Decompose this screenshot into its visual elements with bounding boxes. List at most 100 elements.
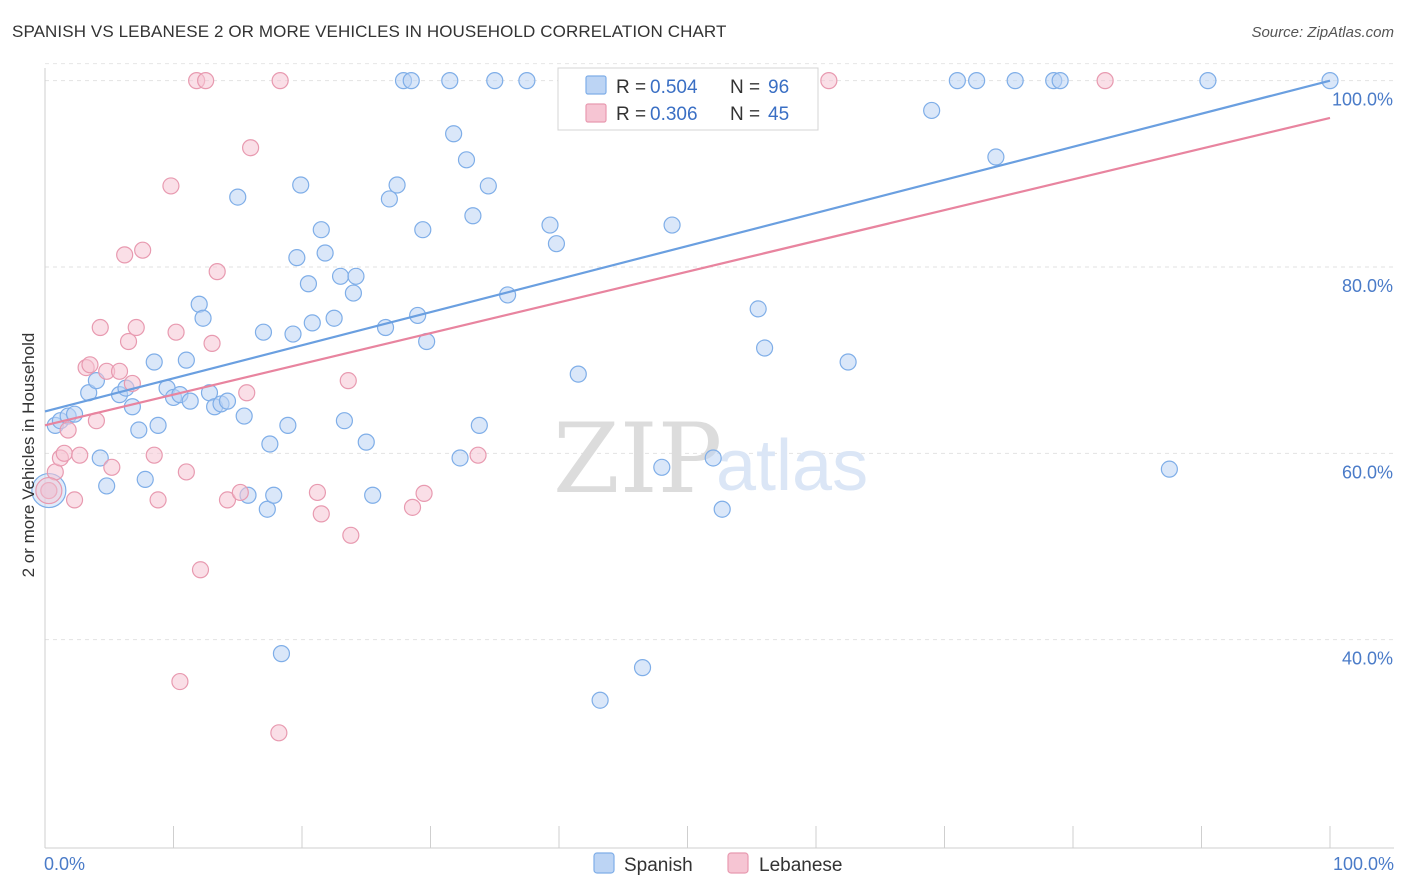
spanish-point-66 — [499, 286, 517, 304]
spanish-point-82 — [755, 339, 774, 357]
lebanese-point-20 — [149, 491, 167, 509]
lebanese-point-37 — [312, 505, 330, 523]
bottom-legend-swatch-lebanese — [727, 852, 749, 874]
spanish-point-46 — [344, 284, 362, 302]
legend-n-value-spanish: 96 — [768, 77, 789, 98]
lebanese-point-27 — [197, 72, 215, 90]
lebanese-point-15 — [119, 332, 138, 351]
lebanese-point-38 — [339, 372, 357, 390]
lebanese-points — [35, 72, 1114, 742]
spanish-point-35 — [279, 416, 297, 434]
lebanese-point-6 — [71, 446, 89, 464]
spanish-point-32 — [261, 435, 279, 453]
lebanese-point-41 — [415, 484, 433, 502]
spanish-point-51 — [380, 190, 398, 208]
spanish-point-67 — [518, 72, 536, 90]
lebanese-point-21 — [162, 177, 180, 195]
y-axis-title: 2 or more Vehicles in Household — [19, 333, 38, 578]
lebanese-point-5 — [65, 491, 84, 509]
spanish-point-93 — [1199, 72, 1217, 90]
lebanese-point-34 — [270, 724, 288, 742]
spanish-point-71 — [591, 691, 609, 709]
lebanese-point-22 — [167, 323, 185, 341]
spanish-point-63 — [470, 416, 488, 434]
bottom-legend-label-spanish: Spanish — [624, 855, 693, 876]
spanish-point-26 — [218, 392, 237, 410]
top-legend: R = 0.504 N = 96 R = 0.306 N = 45 — [557, 67, 819, 131]
spanish-point-45 — [335, 412, 354, 430]
chart-title: SPANISH VS LEBANESE 2 OR MORE VEHICLES I… — [12, 22, 727, 41]
lebanese-point-18 — [134, 241, 152, 259]
lebanese-point-39 — [342, 526, 360, 544]
lebanese-cluster-point — [35, 476, 63, 505]
spanish-point-7 — [91, 449, 109, 467]
spanish-point-64 — [479, 177, 497, 195]
lebanese-point-17 — [127, 318, 145, 337]
lebanese-point-40 — [403, 498, 422, 516]
spanish-point-84 — [839, 353, 857, 371]
spanish-point-81 — [749, 300, 767, 318]
spanish-point-86 — [948, 72, 966, 90]
spanish-point-52 — [388, 176, 406, 194]
legend-r-value-spanish: 0.504 — [650, 77, 698, 98]
spanish-point-74 — [633, 659, 652, 677]
lebanese-point-8 — [81, 356, 99, 374]
legend-r-label-lebanese: R = — [616, 104, 646, 125]
lebanese-point-32 — [238, 384, 256, 402]
spanish-point-76 — [653, 458, 671, 476]
spanish-point-77 — [663, 216, 681, 234]
lebanese-point-33 — [242, 139, 260, 157]
lebanese-point-29 — [208, 263, 226, 281]
x-tick-label-100: 100.0% — [1333, 854, 1394, 874]
spanish-point-27 — [229, 188, 247, 206]
lebanese-point-23 — [171, 672, 189, 691]
lebanese-point-12 — [103, 458, 121, 476]
spanish-point-61 — [457, 151, 476, 169]
spanish-points — [31, 72, 1339, 709]
spanish-point-8 — [98, 477, 116, 495]
spanish-point-56 — [414, 221, 432, 239]
y-tick-label-80: 80.0% — [1342, 276, 1393, 296]
legend-swatch-lebanese — [585, 103, 607, 123]
lebanese-point-0 — [40, 481, 58, 500]
spanish-point-22 — [194, 309, 212, 327]
x-tick-label-0: 0.0% — [44, 854, 85, 874]
spanish-point-87 — [968, 72, 986, 90]
lebanese-point-4 — [59, 421, 77, 439]
legend-n-value-lebanese: 45 — [768, 104, 789, 125]
lebanese-point-35 — [271, 72, 289, 90]
spanish-point-42 — [316, 244, 334, 262]
watermark-zip: ZIP — [553, 403, 722, 515]
lebanese-point-19 — [145, 446, 163, 464]
spanish-point-38 — [292, 176, 310, 194]
lebanese-point-44 — [1096, 72, 1114, 90]
lebanese-point-43 — [820, 72, 838, 90]
y-tick-label-60: 60.0% — [1342, 462, 1393, 482]
legend-swatch-spanish — [585, 75, 607, 95]
trend-lines — [44, 79, 1331, 427]
spanish-point-58 — [441, 72, 459, 90]
lebanese-point-36 — [308, 483, 327, 502]
lebanese-point-10 — [91, 318, 109, 337]
spanish-point-40 — [303, 314, 321, 332]
spanish-point-69 — [547, 235, 566, 253]
lebanese-point-28 — [203, 334, 221, 352]
spanish-point-41 — [312, 221, 330, 239]
y-tick-labels: 40.0% 60.0% 80.0% 100.0% — [1332, 90, 1393, 669]
spanish-point-37 — [288, 249, 306, 267]
legend-n-label-lebanese: N = — [730, 104, 760, 125]
spanish-point-36 — [284, 325, 302, 343]
spanish-point-68 — [541, 216, 559, 234]
spanish-point-62 — [464, 207, 482, 225]
lebanese-point-31 — [231, 483, 249, 502]
spanish-point-78 — [704, 449, 722, 467]
lebanese-point-26 — [191, 561, 210, 579]
spanish-point-20 — [181, 392, 199, 410]
spanish-point-59 — [445, 125, 463, 143]
legend-r-label-spanish: R = — [616, 77, 646, 98]
spanish-point-15 — [149, 416, 167, 434]
spanish-point-34 — [272, 645, 291, 663]
spanish-point-44 — [331, 267, 350, 285]
spanish-point-12 — [130, 421, 148, 439]
